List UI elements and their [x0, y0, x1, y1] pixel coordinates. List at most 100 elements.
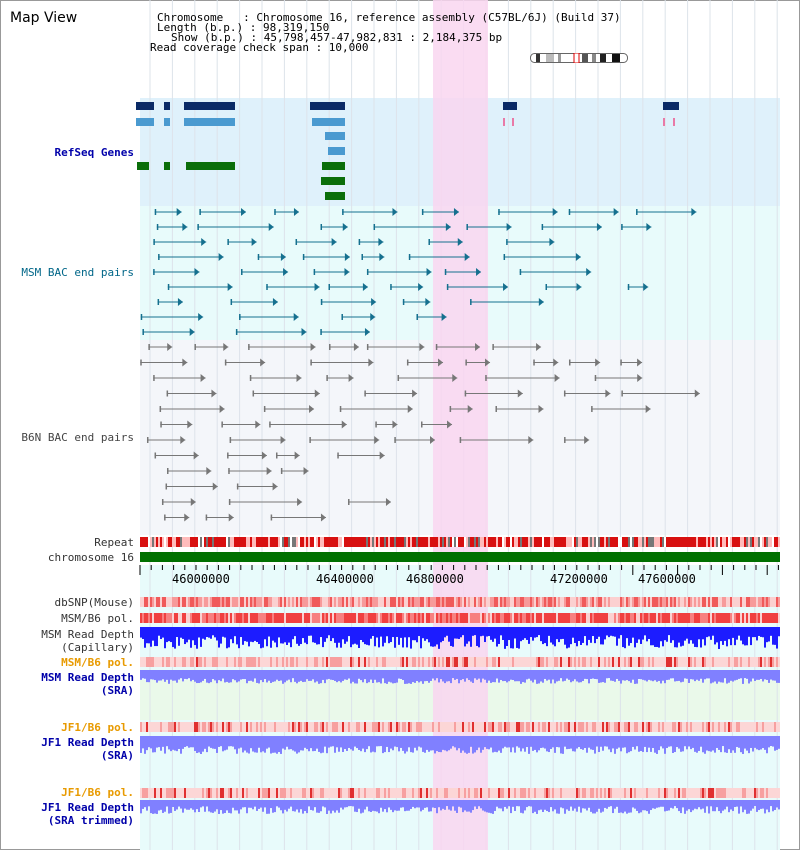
msm-capillary-depth-bar — [640, 627, 642, 644]
dbsnp-heat-cell — [414, 597, 416, 607]
jf1-sra-depth-bar — [728, 736, 730, 750]
msm-sra-depth-bar — [408, 670, 410, 684]
msm-b6-pol-sra-label: MSM/B6 pol. — [61, 656, 134, 669]
msm-sra-depth-bar — [418, 670, 420, 683]
repeat-segment — [618, 537, 620, 547]
jf1-sra-depth-bar — [778, 736, 780, 749]
jf1-b6-pol-heat-cell — [770, 722, 772, 732]
jf1-trimmed-depth-bar — [652, 800, 654, 809]
msm-sra-depth-bar — [692, 670, 694, 680]
jf1-trimmed-depth-bar — [588, 800, 590, 808]
jf1-b6-pol-trimmed-heat-cell — [204, 788, 206, 798]
jf1-b6-pol-heat-cell — [318, 722, 320, 732]
jf1-b6-pol-trimmed-heat-cell — [386, 788, 388, 798]
refseq-gene-block — [184, 118, 235, 126]
msm-capillary-depth-bar — [242, 627, 244, 645]
b6n-bac-pair-end — [374, 436, 380, 444]
repeat-segment — [600, 537, 602, 547]
msm-b6-pol-heat-cell — [270, 613, 272, 623]
dbsnp-heat-cell — [488, 597, 490, 607]
jf1-b6-pol-trimmed-heat-cell — [684, 788, 686, 798]
jf1-trimmed-depth-bar — [244, 800, 246, 808]
msm-capillary-depth-bar — [448, 627, 450, 642]
msm-sra-depth-bar — [244, 670, 246, 680]
jf1-b6-pol-heat-cell — [156, 722, 158, 732]
msm-b6-pol-sra-heat-cell — [538, 657, 540, 667]
jf1-b6-pol-trimmed-heat-cell — [314, 788, 316, 798]
dbsnp-heat-cell — [432, 597, 434, 607]
msm-b6-pol-heat-cell — [560, 613, 562, 623]
jf1-b6-pol-heat-cell — [766, 722, 768, 732]
jf1-b6-pol-trimmed-heat-cell — [770, 788, 772, 798]
dbsnp-heat-cell — [754, 597, 756, 607]
msm-b6-pol-heat-cell — [634, 613, 636, 623]
msm-sra-depth-bar — [426, 670, 428, 682]
jf1-sra-depth-bar — [636, 736, 638, 747]
dbsnp-heat-cell — [354, 597, 356, 607]
jf1-sra-depth-bar — [238, 736, 240, 749]
jf1-b6-pol-heat-cell — [454, 722, 456, 732]
repeat-segment — [326, 537, 328, 547]
msm-b6-pol-sra-heat-cell — [672, 657, 674, 667]
jf1-b6-pol-trimmed-heat-cell — [466, 788, 468, 798]
msm-capillary-depth-bar — [202, 627, 204, 639]
jf1-b6-pol-trimmed-heat-cell — [354, 788, 356, 798]
jf1-b6-pol-trimmed-heat-cell — [358, 788, 360, 798]
msm-bac-pair-end — [314, 283, 320, 291]
repeat-segment — [722, 537, 724, 547]
jf1-b6-pol-heat-cell — [320, 722, 322, 732]
repeat-segment — [200, 537, 202, 547]
jf1-trimmed-depth-bar — [612, 800, 614, 814]
msm-b6-pol-heat-cell — [490, 613, 492, 623]
msm-sra-depth-bar — [666, 670, 668, 680]
repeat-segment — [592, 537, 594, 547]
length-info: Length (b.p.) : 98,319,150 — [157, 21, 330, 34]
msm-capillary-depth-bar — [616, 627, 618, 646]
jf1-b6-pol-trimmed-heat-cell — [388, 788, 390, 798]
jf1-sra-depth-bar — [330, 736, 332, 747]
jf1-b6-pol-heat-cell — [552, 722, 554, 732]
jf1-sra-depth-bar — [220, 736, 222, 747]
jf1-sra-depth-bar — [436, 736, 438, 752]
msm-b6-pol-sra-heat-cell — [650, 657, 652, 667]
msm-b6-pol-heat-cell — [474, 613, 476, 623]
msm-b6-pol-heat-cell — [156, 613, 158, 623]
msm-capillary-depth-bar — [364, 627, 366, 645]
msm-sra-depth-bar — [678, 670, 680, 681]
jf1-b6-pol-trimmed-heat-cell — [444, 788, 446, 798]
msm-b6-pol-heat-cell — [566, 613, 568, 623]
jf1-trimmed-depth-bar — [196, 800, 198, 810]
jf1-b6-pol-trimmed-heat-cell — [280, 788, 282, 798]
msm-bac-pair-end — [153, 239, 155, 245]
chromosome-ideogram[interactable] — [530, 53, 628, 63]
msm-b6-pol-heat-cell — [728, 613, 730, 623]
jf1-b6-pol-heat-cell — [612, 722, 614, 732]
msm-sra-depth-bar — [458, 670, 460, 684]
dbsnp-heat-cell — [202, 597, 204, 607]
jf1-b6-pol-trimmed-heat-cell — [628, 788, 630, 798]
msm-b6-pol-sra-heat-cell — [470, 657, 472, 667]
jf1-b6-pol-heat-cell — [386, 722, 388, 732]
jf1-trimmed-depth-bar — [430, 800, 432, 812]
dbsnp-heat-cell — [326, 597, 328, 607]
repeat-segment — [604, 537, 606, 547]
jf1-sra-depth-bar — [202, 736, 204, 752]
jf1-b6-pol-trimmed-heat-cell — [410, 788, 412, 798]
repeat-segment — [550, 537, 552, 547]
repeat-segment — [738, 537, 740, 547]
msm-b6-pol-sra-heat-cell — [324, 657, 326, 667]
jf1-sra-depth-bar — [244, 736, 246, 751]
repeat-segment — [472, 537, 474, 547]
repeat-segment — [606, 537, 608, 547]
msm-b6-pol-sra-heat-cell — [544, 657, 546, 667]
jf1-b6-pol-trimmed-heat-cell — [142, 788, 144, 798]
b6n-bac-pair-end — [429, 436, 435, 444]
msm-b6-pol-heat-cell — [762, 613, 764, 623]
msm-sra-depth-bar — [436, 670, 438, 679]
msm-b6-pol-sra-heat-cell — [272, 657, 274, 667]
jf1-b6-pol-trimmed-heat-cell — [184, 788, 186, 798]
msm-capillary-depth-bar — [720, 627, 722, 642]
jf1-b6-pol-heat-cell — [276, 722, 278, 732]
jf1-sra-depth-bar — [758, 736, 760, 751]
